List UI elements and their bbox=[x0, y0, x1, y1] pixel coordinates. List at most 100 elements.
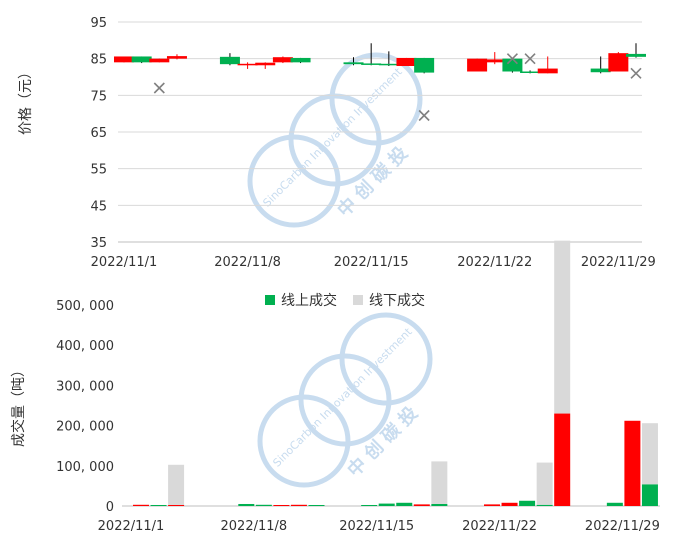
candle-body bbox=[237, 63, 258, 66]
volume-bar-online bbox=[413, 504, 430, 506]
price-y-tick: 75 bbox=[90, 89, 107, 104]
volume-y-tick-labels: 0 100, 000 200, 000 300, 000 400, 000 500, 00… bbox=[56, 299, 114, 515]
volume-x-tick: 2022/11/1 bbox=[98, 519, 165, 534]
price-y-axis-label: 价格（元） bbox=[18, 65, 34, 135]
marker-stroke bbox=[418, 109, 430, 122]
candle bbox=[608, 52, 629, 72]
volume-bar-online bbox=[273, 504, 290, 506]
legend-label-online: 线上成交 bbox=[281, 292, 337, 309]
candle bbox=[590, 56, 611, 74]
volume-bar-online bbox=[290, 504, 307, 506]
volume-bar-online bbox=[133, 504, 149, 506]
candle-body bbox=[467, 58, 488, 72]
candle-body bbox=[378, 63, 399, 66]
volume-bar-online bbox=[431, 503, 448, 506]
candle bbox=[272, 56, 293, 64]
price-gridlines bbox=[118, 21, 642, 206]
candle-body bbox=[272, 57, 293, 63]
price-x-tick: 2022/11/22 bbox=[457, 255, 532, 270]
candle-body bbox=[343, 62, 364, 65]
marker-stroke bbox=[630, 67, 642, 79]
candle-body bbox=[290, 57, 311, 63]
offline-price-marker bbox=[506, 53, 518, 65]
candle-body bbox=[590, 68, 611, 73]
candle bbox=[290, 57, 311, 64]
price-x-tick: 2022/11/15 bbox=[334, 255, 409, 270]
candle-body bbox=[166, 56, 187, 59]
volume-bar-offline bbox=[431, 461, 448, 504]
candle bbox=[484, 52, 505, 65]
candle bbox=[626, 43, 646, 58]
price-y-tick: 45 bbox=[90, 199, 107, 214]
candle-body bbox=[361, 63, 382, 65]
marker-stroke bbox=[506, 53, 518, 65]
volume-y-tick: 400, 000 bbox=[56, 339, 114, 354]
volume-x-tick: 2022/11/29 bbox=[585, 519, 660, 534]
volume-bar-online bbox=[308, 504, 325, 506]
volume-bar-chart: 0 100, 000 200, 000 300, 000 400, 000 500, 00… bbox=[10, 240, 660, 534]
candle-body bbox=[149, 58, 170, 63]
watermark-text-cn: 中创碳投 bbox=[343, 398, 426, 481]
candlesticks bbox=[114, 43, 646, 74]
candle bbox=[414, 57, 435, 74]
volume-bar-online bbox=[554, 413, 571, 506]
offline-price-marker bbox=[524, 53, 536, 65]
marker-stroke bbox=[153, 82, 165, 94]
volume-bar-offline bbox=[641, 423, 658, 485]
price-x-tick: 2022/11/1 bbox=[91, 255, 158, 270]
candle-body bbox=[626, 53, 646, 57]
candle-body bbox=[255, 62, 276, 66]
volume-bar-online bbox=[168, 504, 185, 506]
price-y-tick: 85 bbox=[90, 53, 107, 68]
volume-bar-online bbox=[255, 504, 272, 506]
volume-legend: 线上成交 线下成交 bbox=[265, 292, 425, 309]
volume-y-tick: 0 bbox=[106, 500, 114, 515]
volume-bar-online bbox=[641, 484, 658, 506]
price-y-tick: 95 bbox=[90, 16, 107, 31]
volume-y-tick: 300, 000 bbox=[56, 379, 114, 394]
offline-price-marker bbox=[418, 109, 430, 122]
watermark-ring bbox=[329, 52, 423, 146]
candle bbox=[537, 56, 558, 74]
candle bbox=[149, 58, 170, 63]
offline-price-markers bbox=[153, 53, 642, 122]
candle bbox=[166, 54, 187, 60]
watermark-ring bbox=[288, 93, 382, 187]
candle bbox=[467, 58, 488, 72]
watermark-ring bbox=[298, 353, 392, 447]
watermark-ring bbox=[339, 312, 433, 406]
volume-bar-offline bbox=[536, 462, 553, 505]
candle bbox=[343, 57, 364, 66]
candle bbox=[361, 43, 382, 66]
watermark: SinoCarbon Innovation Investment中创碳投Sino… bbox=[247, 52, 433, 488]
candle-body bbox=[131, 56, 152, 63]
candle bbox=[378, 51, 399, 66]
offline-price-marker bbox=[153, 82, 165, 94]
candle-body bbox=[537, 68, 558, 74]
volume-x-tick: 2022/11/15 bbox=[339, 519, 414, 534]
candle bbox=[114, 56, 134, 63]
volume-bar-offline bbox=[554, 240, 571, 414]
candle-body bbox=[414, 57, 435, 73]
candle-body bbox=[114, 56, 134, 63]
price-x-tick: 2022/11/29 bbox=[581, 255, 656, 270]
candle-body bbox=[219, 56, 240, 65]
watermark-text-cn: 中创碳投 bbox=[333, 138, 416, 221]
volume-y-tick: 500, 000 bbox=[56, 299, 114, 314]
volume-bar-online bbox=[361, 504, 378, 506]
volume-bar-online bbox=[536, 504, 553, 506]
volume-bar-offline bbox=[168, 464, 185, 505]
candle-body bbox=[520, 71, 541, 73]
candle bbox=[255, 62, 276, 69]
offline-price-marker bbox=[630, 67, 642, 79]
candle bbox=[396, 57, 417, 66]
volume-bar-online bbox=[378, 503, 395, 506]
volume-bar-online bbox=[238, 503, 255, 506]
candle-body bbox=[396, 57, 417, 66]
volume-y-tick: 100, 000 bbox=[56, 460, 114, 475]
marker-stroke bbox=[524, 53, 536, 65]
price-y-tick-labels: 35 45 55 65 75 85 95 bbox=[90, 16, 107, 251]
volume-bar-online bbox=[484, 504, 500, 506]
